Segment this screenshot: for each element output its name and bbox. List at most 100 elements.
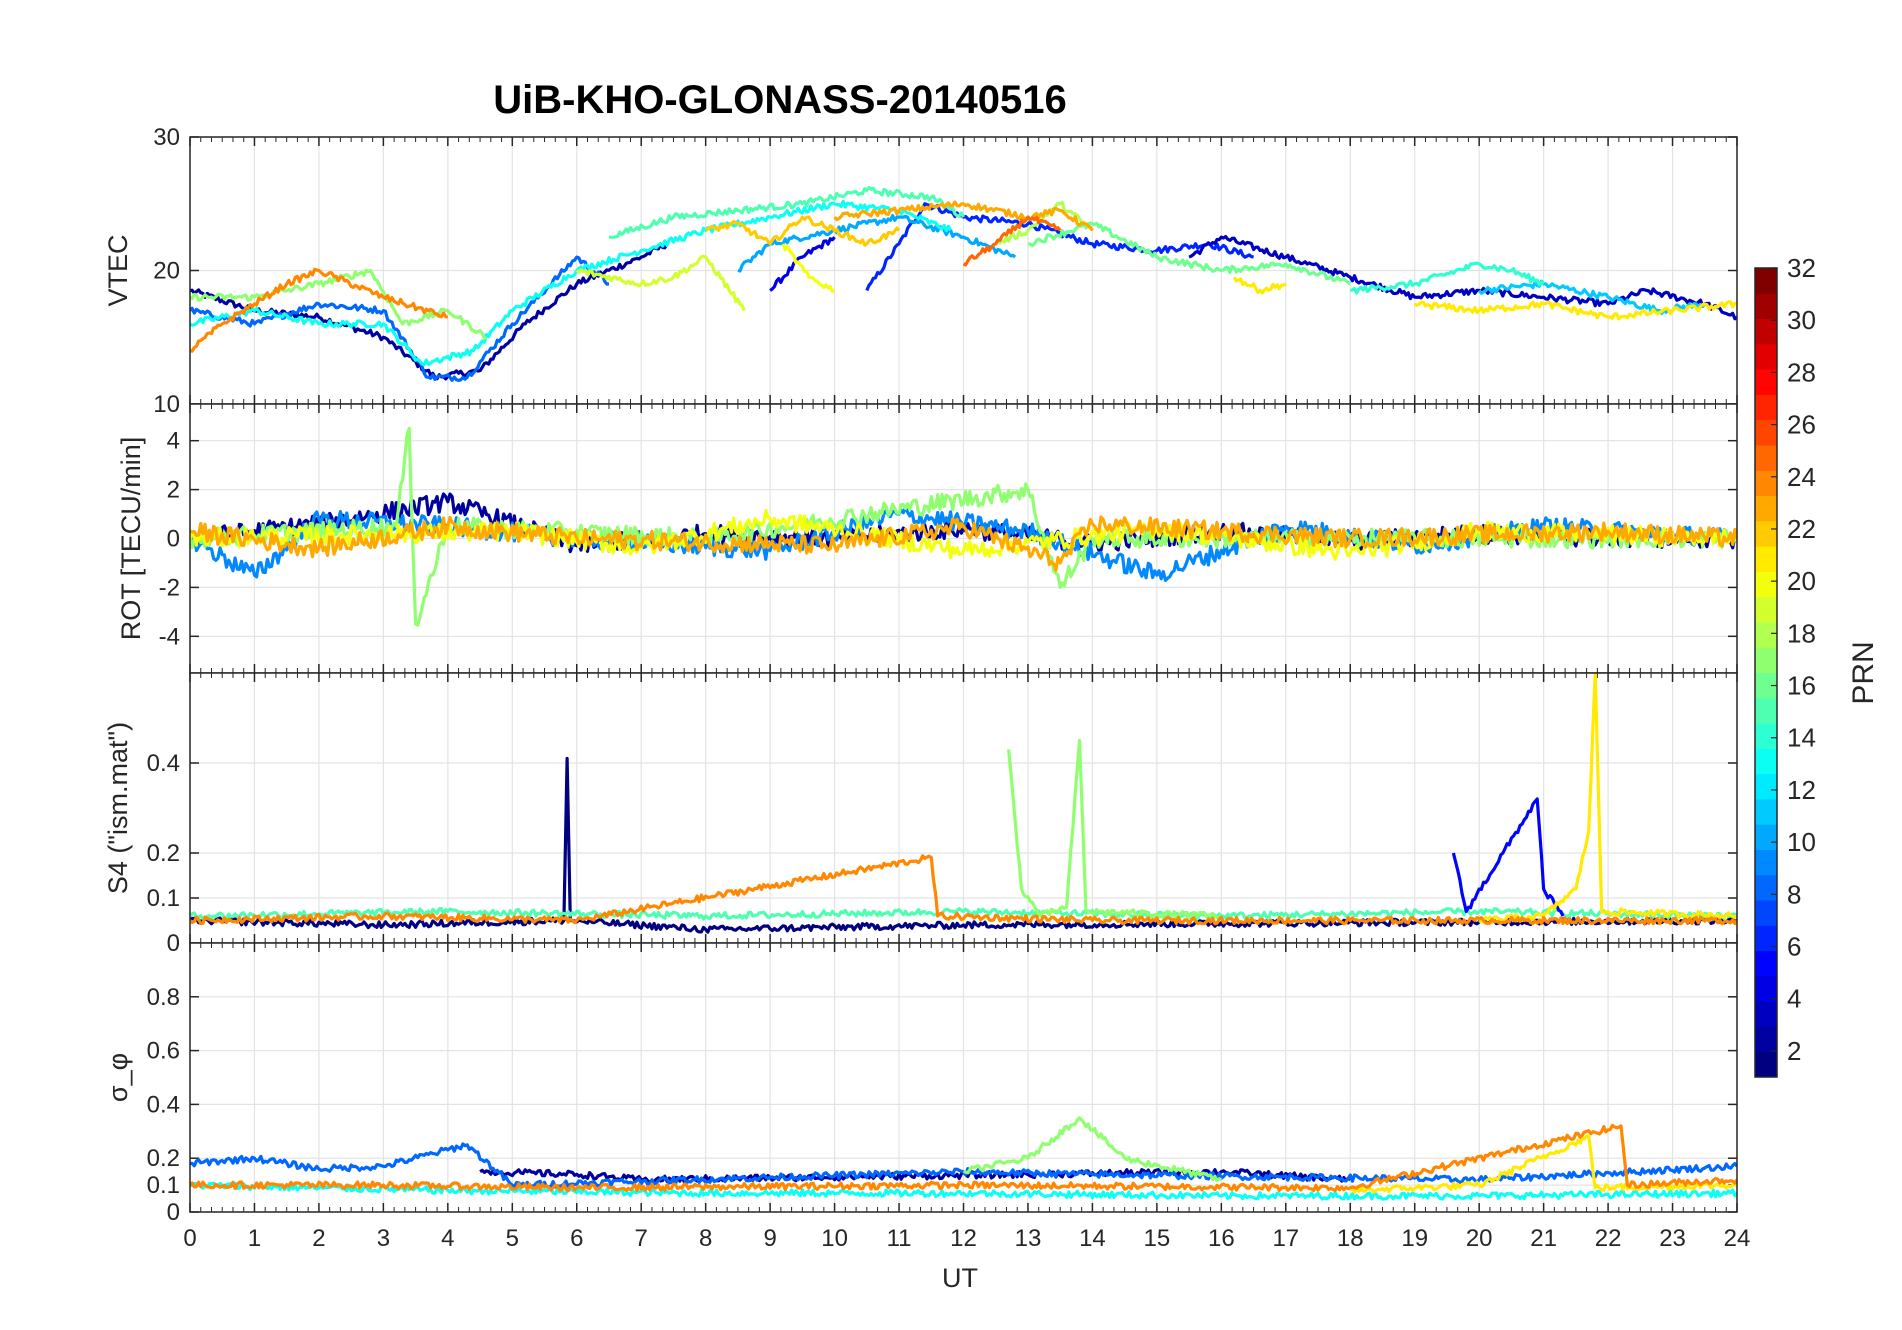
- panel-s4-ylabel: S4 ("ism.mat"): [103, 722, 133, 894]
- colorbar-tick-label: 22: [1787, 514, 1816, 544]
- colorbar-swatch: [1755, 318, 1777, 345]
- colorbar-swatch: [1755, 748, 1777, 775]
- y-tick-label: 0.1: [147, 885, 180, 912]
- colorbar-swatch: [1755, 520, 1777, 547]
- y-tick-label: 0: [167, 930, 180, 957]
- series-line-prn-20: [190, 508, 1737, 561]
- x-tick-label: 2: [312, 1225, 325, 1252]
- series-line-prn-23: [190, 515, 1737, 572]
- series-line-prn-3: [1188, 234, 1737, 321]
- y-tick-label: 10: [153, 391, 180, 418]
- colorbar-swatch: [1755, 546, 1777, 572]
- colorbar-tick-label: 10: [1787, 827, 1816, 857]
- x-tick-label: 13: [1015, 1225, 1042, 1252]
- colorbar-swatch: [1755, 293, 1777, 320]
- series-line-prn-19: [575, 254, 746, 312]
- panel-rot-series: [190, 426, 1737, 627]
- series-line-prn-24: [190, 854, 1737, 926]
- series-line-prn-13: [190, 199, 953, 367]
- panel-vtec-ylabel: VTEC: [103, 234, 133, 306]
- colorbar-swatch: [1755, 419, 1777, 446]
- y-tick-label: 20: [153, 258, 180, 285]
- colorbar-swatch: [1755, 824, 1777, 850]
- series-line-prn-23: [833, 200, 1094, 232]
- series-line-prn-16: [1027, 221, 1352, 286]
- colorbar-swatch: [1755, 621, 1777, 648]
- x-tick-label: 0: [183, 1225, 196, 1252]
- series-line-prn-25: [962, 215, 1062, 267]
- colorbar-tick-label: 30: [1787, 305, 1816, 335]
- colorbar-tick-label: 32: [1787, 253, 1816, 283]
- colorbar-tick-label: 18: [1787, 618, 1816, 648]
- colorbar-swatch: [1755, 470, 1777, 497]
- x-tick-label: 15: [1144, 1225, 1171, 1252]
- series-line-prn-4: [769, 236, 836, 292]
- colorbar-swatch: [1755, 950, 1777, 977]
- colorbar-swatch: [1755, 596, 1777, 623]
- series-line-prn-15: [608, 186, 965, 239]
- x-tick-label: 8: [699, 1225, 712, 1252]
- y-tick-label: 0: [167, 1199, 180, 1226]
- colorbar-swatch: [1755, 571, 1777, 598]
- series-line-prn-1: [190, 756, 1737, 934]
- colorbar-swatch: [1755, 444, 1777, 471]
- colorbar-swatch: [1755, 369, 1777, 395]
- series-line-prn-11: [1477, 279, 1706, 315]
- x-tick-label: 12: [950, 1225, 977, 1252]
- panel-sigma-frame: [189, 942, 1738, 1213]
- colorbar-swatch: [1755, 1026, 1777, 1053]
- colorbar-swatch: [1755, 900, 1777, 926]
- y-tick-label: 0.4: [147, 750, 180, 777]
- colorbar-swatch: [1755, 975, 1777, 1002]
- panel-sigma-series: [190, 1116, 1737, 1201]
- x-tick-label: 22: [1595, 1225, 1622, 1252]
- colorbar-tick-label: 26: [1787, 410, 1816, 440]
- y-tick-label: 4: [167, 428, 180, 455]
- y-tick-label: -4: [159, 623, 180, 650]
- colorbar-swatch: [1755, 1051, 1777, 1078]
- y-tick-label: -2: [159, 574, 180, 601]
- x-tick-label: 11: [887, 1225, 912, 1252]
- y-tick-label: 30: [153, 124, 180, 151]
- series-line-prn-14: [1349, 261, 1545, 295]
- colorbar-tick-label: 8: [1787, 879, 1801, 909]
- series-line-prn-17: [963, 1116, 1222, 1183]
- x-tick-label: 24: [1724, 1225, 1751, 1252]
- colorbar-swatch: [1755, 925, 1777, 952]
- colorbar-tick-label: 16: [1787, 671, 1816, 701]
- colorbar-swatch: [1755, 394, 1777, 421]
- colorbar-tick-label: 28: [1787, 357, 1816, 387]
- panel-s4: 0 0.1 0.2 0.4 S4 ("ism.mat"): [103, 672, 1738, 957]
- colorbar-tick-label: 12: [1787, 775, 1816, 805]
- series-line-prn-21: [1232, 276, 1287, 295]
- series-line-prn-17: [1007, 738, 1223, 920]
- series-line-prn-20: [781, 243, 836, 294]
- colorbar-swatch: [1755, 1001, 1777, 1027]
- y-tick-label: 0.6: [147, 1038, 180, 1065]
- colorbar-swatch: [1755, 343, 1777, 370]
- y-tick-label: 0.2: [147, 1145, 180, 1172]
- x-tick-label: 19: [1401, 1225, 1428, 1252]
- colorbar-swatch: [1755, 723, 1777, 749]
- panel-rot-ylabel: ROT [TECU/min]: [116, 437, 146, 641]
- x-tick-label: 7: [635, 1225, 648, 1252]
- y-tick-label: 0.4: [147, 1091, 180, 1118]
- colorbar-frame: [1754, 267, 1778, 1078]
- x-tick-label: 6: [570, 1225, 583, 1252]
- series-line-prn-24: [190, 267, 449, 353]
- colorbar-swatch: [1755, 672, 1777, 699]
- x-tick-label: 16: [1208, 1225, 1235, 1252]
- x-tick-label: 14: [1079, 1225, 1106, 1252]
- series-line-prn-21: [1348, 1134, 1737, 1194]
- colorbar-tick-label: 20: [1787, 566, 1816, 596]
- colorbar-tick-label: 14: [1787, 723, 1816, 753]
- y-tick-label: 0.8: [147, 984, 180, 1011]
- x-tick-label: 5: [506, 1225, 519, 1252]
- colorbar-swatch: [1755, 874, 1777, 901]
- y-tick-label: 0.2: [147, 840, 180, 867]
- y-tick-label: 0: [167, 526, 180, 553]
- panel-vtec-series: [190, 186, 1737, 382]
- x-tick-label: 17: [1272, 1225, 1299, 1252]
